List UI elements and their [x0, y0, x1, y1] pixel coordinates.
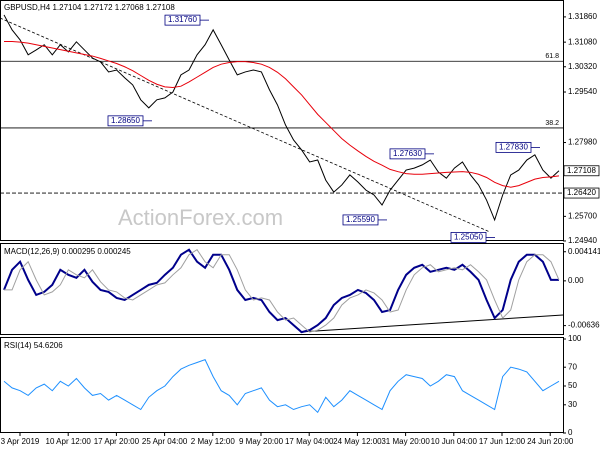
watermark: ActionForex.com — [118, 205, 283, 230]
panel-title: GBPUSD,H4 1.27104 1.27172 1.27068 1.2710… — [4, 3, 175, 12]
rsi-panel — [0, 337, 564, 433]
y-tick-label: 1.31080 — [568, 37, 597, 46]
y-tick-label: 1.29540 — [568, 87, 597, 96]
macd-panel — [0, 243, 564, 335]
x-tick-label: 17 May 04:00 — [285, 437, 334, 446]
series-line — [4, 41, 560, 188]
annotation-label: 1.27830 — [499, 142, 528, 151]
y-tick-label: 1.25700 — [568, 211, 597, 220]
macd-trend-line — [299, 314, 564, 333]
y-tick-label: 70 — [568, 362, 577, 371]
y-tick-label: 0.00 — [568, 276, 584, 285]
annotation-label: 1.31760 — [168, 15, 197, 24]
x-tick-label: 2 May 12:00 — [191, 437, 236, 446]
annotation-label: 1.25590 — [346, 215, 375, 224]
price-box — [563, 165, 600, 177]
y-tick-label: 1.30320 — [568, 62, 597, 71]
x-tick-label: 10 Apr 12:00 — [46, 437, 92, 446]
x-tick-label: 24 Jun 20:00 — [527, 437, 574, 446]
x-tick-label: 24 May 12:00 — [333, 437, 382, 446]
panel-title: RSI(14) 54.6206 — [4, 341, 63, 350]
price-box-label: 1.26420 — [567, 188, 596, 197]
trend-line — [0, 17, 491, 233]
x-tick-label: 10 Jun 04:00 — [431, 437, 478, 446]
x-tick-label: 3 Apr 2019 — [1, 437, 40, 446]
price-box — [563, 187, 600, 199]
x-tick-label: 25 Apr 04:00 — [142, 437, 188, 446]
y-tick-label: 1.31860 — [568, 12, 597, 21]
y-tick-label: 1.24940 — [568, 236, 597, 245]
annotation-label: 1.28650 — [111, 116, 140, 125]
y-tick-label: 0 — [568, 428, 573, 437]
panel-title: MACD(12,26,9) 0.000295 0.000245 — [4, 247, 131, 256]
fib-label: 38.2 — [545, 120, 559, 127]
x-tick-label: 31 May 20:00 — [381, 437, 430, 446]
series-line — [3, 359, 560, 414]
x-tick-label: 17 Jun 12:00 — [479, 437, 526, 446]
annotation-label: 1.27630 — [393, 149, 422, 158]
price-box-label: 1.27108 — [567, 166, 596, 175]
x-tick-label: 17 Apr 20:00 — [94, 437, 140, 446]
y-tick-label: 1.27980 — [568, 138, 597, 147]
series-line — [4, 249, 560, 333]
annotation-label: 1.25050 — [454, 233, 483, 242]
y-tick-label: -0.006365 — [568, 321, 600, 330]
y-tick-label: 0.004141 — [568, 247, 600, 256]
fib-label: 61.8 — [545, 53, 559, 60]
series-line — [3, 14, 560, 222]
y-tick-label: 50 — [568, 381, 577, 390]
x-tick-label: 9 May 20:00 — [239, 437, 284, 446]
main-panel — [0, 0, 564, 241]
series-line — [3, 248, 559, 334]
y-tick-label: 100 — [568, 334, 582, 343]
y-tick-label: 30 — [568, 400, 577, 409]
